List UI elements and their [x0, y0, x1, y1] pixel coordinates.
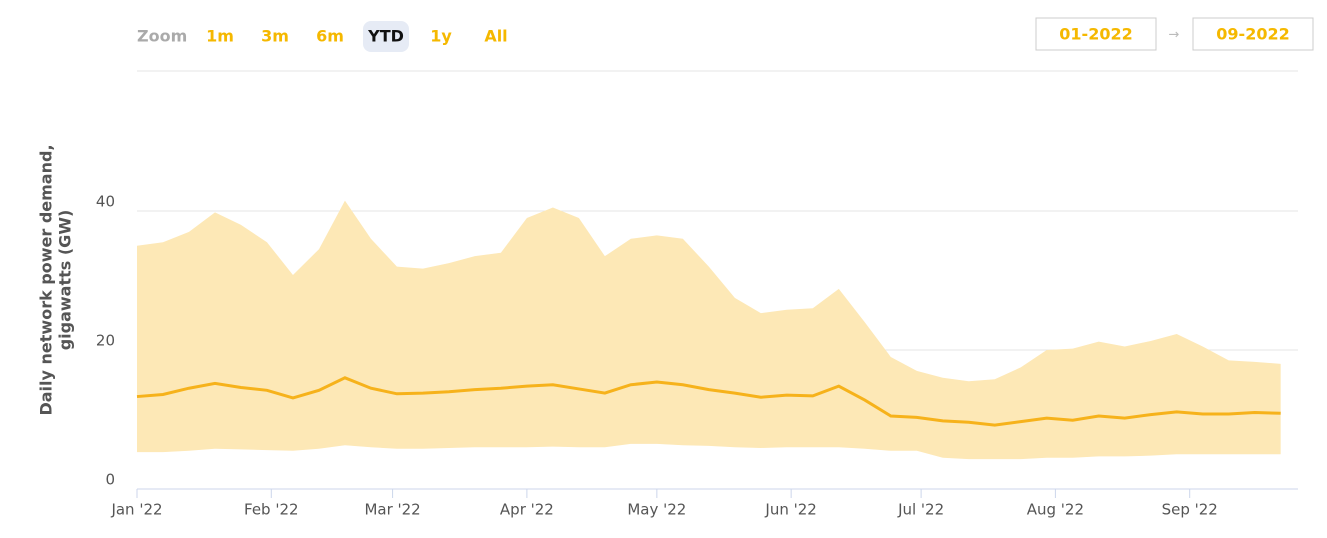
- x-tick-label: Jan '22: [110, 501, 162, 519]
- zoom-button[interactable]: YTD: [367, 27, 404, 46]
- zoom-button[interactable]: All: [484, 27, 507, 46]
- zoom-button[interactable]: 3m: [261, 27, 289, 46]
- range-to[interactable]: 09-2022: [1216, 25, 1289, 44]
- x-tick-label: Feb '22: [244, 501, 299, 519]
- range-separator: →: [1169, 28, 1180, 43]
- zoom-label: Zoom: [137, 27, 187, 46]
- line: [136, 376, 1281, 427]
- zoom-button-bg[interactable]: [363, 21, 409, 52]
- zoom-button[interactable]: 1m: [206, 27, 234, 46]
- zoom-controls: Zoom 1m 3m 6m YTD 1y All: [137, 21, 508, 52]
- y-tick-label: 20: [96, 332, 115, 350]
- y-axis-title: Daily network power demand,: [37, 144, 56, 415]
- x-tick-label: Jul '22: [897, 501, 944, 519]
- range-from[interactable]: 01-2022: [1059, 25, 1132, 44]
- x-tick-label: Sep '22: [1162, 501, 1218, 519]
- y-tick-label: 40: [96, 193, 115, 211]
- x-tick-label: Mar '22: [364, 501, 420, 519]
- range-from-input[interactable]: [1035, 17, 1157, 51]
- range-to-input[interactable]: [1192, 17, 1314, 51]
- y-axis-title: gigawatts (GW): [56, 210, 75, 351]
- y-tick-label: 0: [105, 471, 115, 489]
- x-tick-label: Aug '22: [1027, 501, 1084, 519]
- range-area: [137, 200, 1281, 460]
- x-tick-label: Apr '22: [500, 501, 554, 519]
- plot-area: 0 20 40 Jan '22 Feb '22 Mar '22 Apr '22 May '22…: [96, 193, 1298, 519]
- zoom-button[interactable]: 6m: [316, 27, 344, 46]
- zoom-button[interactable]: 1y: [430, 27, 452, 46]
- x-tick-label: May '22: [627, 501, 686, 519]
- x-tick-label: Jun '22: [764, 501, 816, 519]
